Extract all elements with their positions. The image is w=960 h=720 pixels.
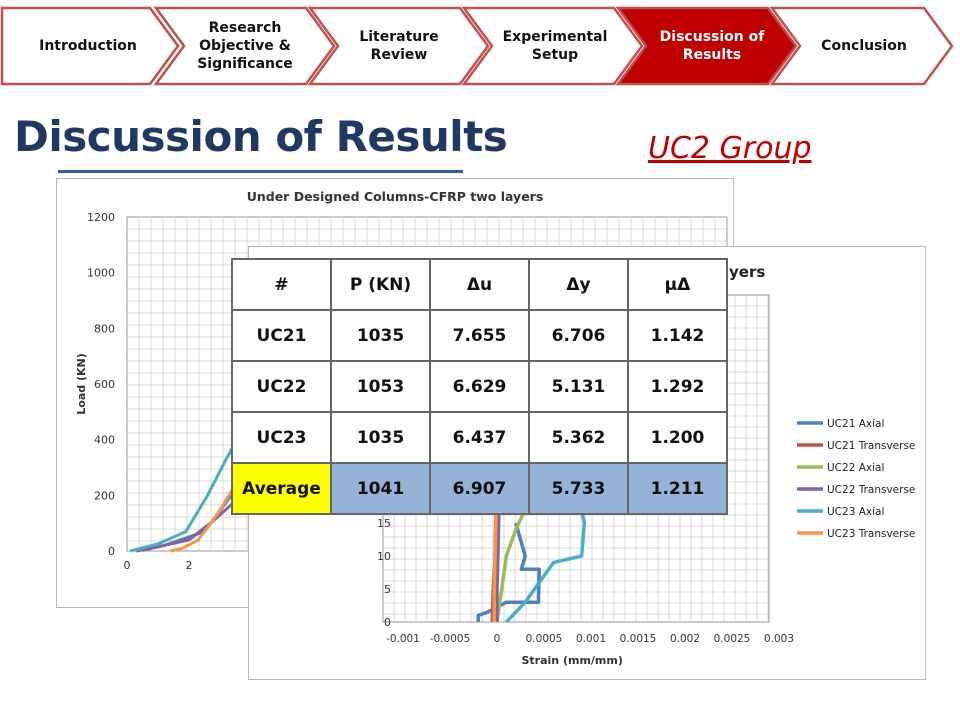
- cell-average-delta-y: 5.733: [528, 462, 629, 515]
- legend-label: UC22 Axial: [827, 462, 884, 474]
- cell-average-load: 1041: [330, 462, 431, 515]
- x-tick-label: 0: [124, 559, 131, 572]
- nav-arrow-shape: [153, 6, 336, 86]
- header-id: #: [231, 258, 332, 311]
- group-label: UC2 Group: [648, 131, 812, 166]
- y-tick-label: 0: [108, 545, 115, 558]
- series-line: [129, 425, 247, 553]
- cell-average-ductility: 1.211: [627, 462, 728, 515]
- x-tick-label: 0.0005: [526, 633, 563, 645]
- y-tick-label: 600: [94, 378, 115, 391]
- nav-arrows: [0, 6, 954, 86]
- results-table: # P (KN) Δu Δy μΔ UC21 1035 7.655 6.706 …: [231, 258, 728, 515]
- y-tick-label: 5: [384, 583, 391, 596]
- nav-arrow-shape: [461, 6, 644, 86]
- nav-item-literature-review[interactable]: Literature Review: [359, 28, 439, 63]
- header-delta-u: Δu: [429, 258, 530, 311]
- cell-delta-u: 7.655: [429, 309, 530, 362]
- y-tick-label: 200: [94, 489, 115, 502]
- cell-average-delta-u: 6.907: [429, 462, 530, 515]
- y-tick-label: 1000: [87, 267, 115, 280]
- legend-label: UC21 Transverse: [827, 440, 915, 452]
- y-tick-label: 10: [377, 550, 391, 563]
- nav-arrow-shape: [615, 6, 798, 86]
- series-line: [505, 509, 587, 624]
- nav-item-discussion-of-results[interactable]: Discussion of Results: [659, 28, 765, 63]
- cell-load: 1035: [330, 411, 431, 464]
- cell-average-label: Average: [231, 462, 332, 515]
- table-row: UC21 1035 7.655 6.706 1.142: [231, 309, 728, 362]
- table-average-row: Average 1041 6.907 5.733 1.211: [231, 462, 728, 515]
- x-tick-label: 0.003: [764, 633, 794, 645]
- nav-arrow-shape: [0, 6, 180, 86]
- chart-title: Under Designed Columns-CFRP two layers: [247, 189, 544, 204]
- x-tick-label: 0: [494, 633, 501, 645]
- legend-label: UC23 Axial: [827, 506, 884, 518]
- table-header-row: # P (KN) Δu Δy μΔ: [231, 258, 728, 311]
- chart-legend: UC21 Axial UC21 Transverse UC22 Axial UC22 …: [797, 418, 915, 540]
- nav-item-experimental-setup[interactable]: Experimental Setup: [502, 28, 608, 63]
- title-underline: [58, 170, 463, 173]
- x-axis-label: Strain (mm/mm): [522, 654, 623, 667]
- series-line: [495, 509, 501, 622]
- y-tick-label: 800: [94, 322, 115, 335]
- x-tick-label: 0.0015: [620, 633, 657, 645]
- nav-item-research-objective[interactable]: Research Objective & Significance: [197, 19, 293, 73]
- cell-ductility: 1.200: [627, 411, 728, 464]
- cell-ductility: 1.142: [627, 309, 728, 362]
- table-row: UC23 1035 6.437 5.362 1.200: [231, 411, 728, 464]
- cell-specimen: UC23: [231, 411, 332, 464]
- cell-specimen: UC21: [231, 309, 332, 362]
- y-tick-label: 0: [384, 616, 391, 629]
- nav-item-introduction[interactable]: Introduction: [39, 37, 137, 54]
- nav-item-conclusion[interactable]: Conclusion: [821, 37, 907, 54]
- y-tick-label: 1200: [87, 211, 115, 224]
- legend-label: UC23 Transverse: [827, 528, 915, 540]
- cell-load: 1053: [330, 360, 431, 413]
- table-row: UC22 1053 6.629 5.131 1.292: [231, 360, 728, 413]
- y-tick-label: 400: [94, 434, 115, 447]
- series-line: [476, 522, 542, 622]
- header-ductility: μΔ: [627, 258, 728, 311]
- y-tick-label: 15: [377, 517, 391, 530]
- header-load: P (KN): [330, 258, 431, 311]
- x-tick-label: -0.0005: [430, 633, 471, 645]
- cell-load: 1035: [330, 309, 431, 362]
- cell-delta-y: 5.131: [528, 360, 629, 413]
- legend-label: UC22 Transverse: [827, 484, 915, 496]
- x-tick-label: 0.002: [670, 633, 700, 645]
- cell-ductility: 1.292: [627, 360, 728, 413]
- cell-specimen: UC22: [231, 360, 332, 413]
- header-delta-y: Δy: [528, 258, 629, 311]
- series-line: [495, 509, 527, 623]
- nav-arrow-shape: [307, 6, 490, 86]
- x-tick-label: -0.001: [386, 633, 420, 645]
- progress-nav: Introduction Research Objective & Signif…: [0, 0, 960, 92]
- series-line: [492, 509, 498, 622]
- x-tick-label: 0.001: [576, 633, 606, 645]
- x-tick-label: 0.0025: [714, 633, 751, 645]
- nav-arrow-shape: [769, 6, 954, 86]
- cell-delta-u: 6.437: [429, 411, 530, 464]
- y-axis-label: Load (KN): [75, 353, 88, 414]
- page-title: Discussion of Results: [14, 112, 508, 161]
- cell-delta-u: 6.629: [429, 360, 530, 413]
- chart-title-fragment: yers: [729, 263, 765, 281]
- legend-label: UC21 Axial: [827, 418, 884, 430]
- cell-delta-y: 5.362: [528, 411, 629, 464]
- x-tick-label: 2: [186, 559, 193, 572]
- cell-delta-y: 6.706: [528, 309, 629, 362]
